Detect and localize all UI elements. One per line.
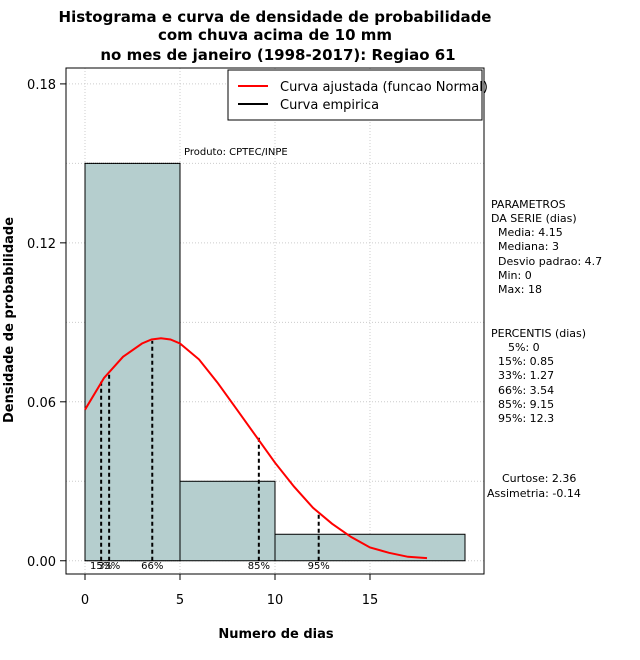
- x-tick-label: 5: [176, 593, 184, 608]
- shape-stats-panel: Curtose: 2.36 Assimetria: -0.14: [487, 472, 581, 500]
- chart-title-line-2: com chuva acima de 10 mm: [158, 26, 392, 44]
- y-tick-label: 0.00: [27, 555, 56, 570]
- histogram-bar: [179, 480, 276, 562]
- percentile-marker-label: 15%: [90, 561, 112, 572]
- param-line: PARAMETROS: [491, 198, 566, 211]
- legend-box: [227, 69, 483, 121]
- x-tick-label: 10: [267, 593, 284, 608]
- chart-title-line-1: Histograma e curva de densidade de proba…: [59, 8, 492, 26]
- percentile-marker-label: 33%: [98, 561, 120, 572]
- percentile-marker-label: 66%: [141, 561, 163, 572]
- skewness-label: Assimetria: -0.14: [487, 487, 581, 500]
- fitted-normal-curve: [84, 337, 428, 560]
- percentile-marker-label: 95%: [308, 561, 330, 572]
- y-tick-label: 0.12: [27, 237, 56, 252]
- percentiles-panel: PERCENTIS (dias) 5%: 0 15%: 0.85 33%: 1.…: [491, 327, 586, 425]
- y-tick-label: 0.06: [27, 396, 56, 411]
- percentile-line: 33%: 1.27: [498, 369, 554, 382]
- percentile-line: PERCENTIS (dias): [491, 327, 586, 340]
- param-line: Max: 18: [498, 283, 542, 296]
- x-tick-label: 15: [362, 593, 379, 608]
- series-parameters-panel: PARAMETROS DA SERIE (dias) Media: 4.15 M…: [491, 198, 602, 296]
- param-line: Media: 4.15: [498, 226, 563, 239]
- histogram-bar: [84, 162, 181, 562]
- percentile-markers: 15%33% 66% 85% 95%: [90, 340, 330, 572]
- percentile-line: 85%: 9.15: [498, 398, 554, 411]
- param-line: DA SERIE (dias): [491, 212, 577, 225]
- legend-label-empirical: Curva empirica: [280, 98, 379, 113]
- percentile-line: 95%: 12.3: [498, 412, 554, 425]
- y-tick-label: 0.18: [27, 78, 56, 93]
- legend-label-fitted: Curva ajustada (funcao Normal): [280, 80, 488, 95]
- x-tick-label: 0: [81, 593, 89, 608]
- product-annotation: Produto: CPTEC/INPE: [184, 147, 288, 158]
- param-line: Mediana: 3: [498, 240, 559, 253]
- percentile-marker-label: 85%: [248, 561, 270, 572]
- chart-title-line-3: no mes de janeiro (1998-2017): Regiao 61: [100, 46, 455, 64]
- percentile-line: 66%: 3.54: [498, 384, 554, 397]
- axes-layer: 0 5 10 15 0.00 0.06 0.12 0.18: [27, 78, 378, 608]
- param-line: Desvio padrao: 4.7: [498, 255, 602, 268]
- percentile-line: 5%: 0: [508, 341, 540, 354]
- legend: Curva ajustada (funcao Normal) Curva emp…: [227, 69, 488, 121]
- histogram-bar-outline: [84, 162, 181, 562]
- fitted-curve-layer: [84, 337, 428, 560]
- kurtosis-label: Curtose: 2.36: [502, 472, 576, 485]
- y-axis-title: Densidade de probabilidade: [2, 217, 17, 423]
- param-line: Min: 0: [498, 269, 532, 282]
- percentile-line: 15%: 0.85: [498, 355, 554, 368]
- x-axis-title: Numero de dias: [218, 627, 334, 642]
